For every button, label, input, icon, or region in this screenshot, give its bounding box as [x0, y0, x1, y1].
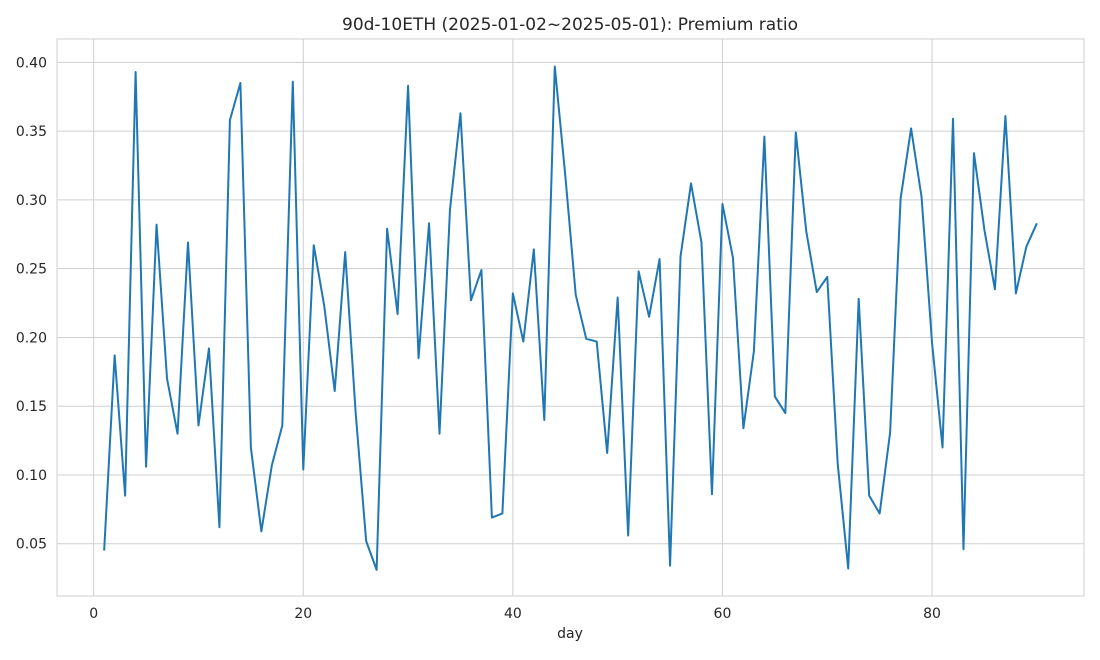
x-tick-label: 60 [714, 606, 732, 622]
x-tick-labels: 0 20 40 60 80 [89, 606, 941, 622]
y-tick-label: 0.30 [16, 193, 47, 209]
x-tick-label: 80 [923, 606, 941, 622]
y-tick-label: 0.40 [16, 55, 47, 71]
x-axis-label: day [557, 626, 583, 642]
plot-frame [56, 38, 1085, 597]
premium-ratio-line [103, 65, 1038, 571]
x-tick-label: 0 [89, 606, 98, 622]
x-tick-label: 40 [504, 606, 522, 622]
y-tick-label: 0.25 [16, 262, 47, 278]
y-tick-label: 0.05 [16, 537, 47, 553]
x-gridlines [93, 39, 933, 596]
chart-title: 90d-10ETH (2025-01-02~2025-05-01): Premi… [342, 15, 798, 35]
y-tick-label: 0.20 [16, 330, 47, 346]
y-tick-label: 0.10 [16, 468, 47, 484]
y-tick-label: 0.35 [16, 124, 47, 140]
y-tick-label: 0.15 [16, 399, 47, 415]
x-tick-label: 20 [294, 606, 312, 622]
y-tick-labels: 0.05 0.10 0.15 0.20 0.25 0.30 0.35 0.40 [16, 55, 47, 552]
